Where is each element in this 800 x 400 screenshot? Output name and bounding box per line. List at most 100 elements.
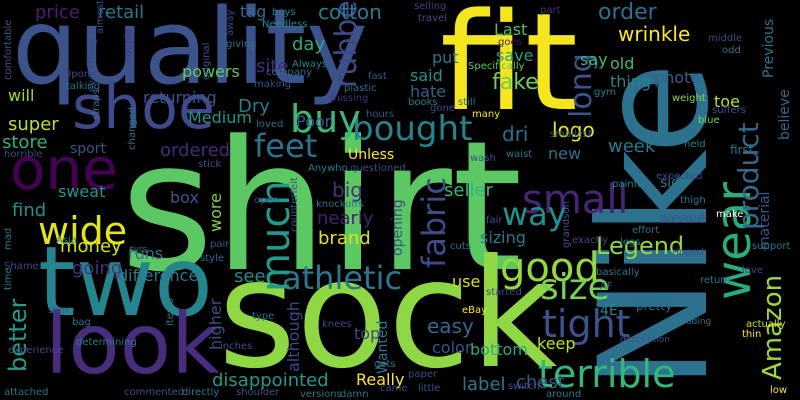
word-open: open	[254, 195, 279, 206]
word-suffers: suffers	[712, 105, 746, 116]
word-returning: returning	[143, 88, 217, 107]
word-cuts: cuts	[450, 241, 471, 252]
word-bottom: bottom	[470, 340, 528, 359]
word-started: started	[486, 287, 522, 298]
word-top: top	[354, 324, 381, 343]
word-damn: damn	[340, 389, 369, 400]
word-sweat: sweat	[58, 182, 106, 201]
word-hours: hours	[366, 109, 395, 120]
word-smallest: smallest	[550, 129, 592, 140]
word-fast: fast	[368, 71, 387, 82]
word-came: came	[380, 383, 408, 394]
word-af: AF	[600, 281, 613, 292]
word-knees: knees	[322, 319, 352, 330]
word-travel: travel	[418, 13, 448, 24]
word-expected: expected	[656, 171, 703, 182]
word-legs: legs	[620, 237, 641, 248]
word-support: support	[752, 241, 791, 252]
word-bag: bag	[72, 317, 91, 328]
word-fair: fair	[486, 215, 503, 226]
word-photo: photo	[654, 68, 701, 87]
word-experience: experience	[8, 345, 64, 356]
word-couple: couple	[123, 28, 134, 62]
word-inches: inches	[220, 341, 253, 352]
word-side: side	[660, 175, 689, 191]
word-nearly: nearly	[317, 208, 374, 229]
word-always: Always	[292, 59, 328, 70]
word-keep: keep	[537, 334, 576, 353]
word-mad: mad	[3, 227, 14, 250]
word-anywho: Anywho	[308, 163, 348, 174]
word-wrinkle: wrinkle	[618, 22, 691, 46]
word-love: love	[742, 265, 763, 276]
word-horrible: horrible	[4, 149, 43, 160]
word-quality: quality	[12, 0, 368, 108]
word-really: Really	[356, 370, 405, 389]
word-color: color	[432, 338, 472, 357]
word-still: still	[458, 97, 476, 108]
word-plastic: plastic	[344, 83, 377, 94]
word-exactly: exactly	[572, 235, 609, 246]
word-save: save	[496, 46, 534, 65]
word-attached: attached	[4, 387, 49, 398]
word-shoulder: shoulder	[236, 387, 280, 398]
word-new: new	[548, 144, 582, 163]
word-fake: fake	[492, 70, 539, 95]
word-specifically: Specifically	[468, 61, 525, 72]
word-last: Last	[494, 20, 528, 39]
word-first: first	[730, 143, 754, 157]
word-questioned: questioned	[350, 163, 406, 174]
word-previous: Previous	[761, 18, 777, 78]
word-box: box	[170, 188, 199, 207]
word-sock: sock	[218, 228, 558, 400]
word-thin: thin	[742, 329, 762, 340]
word-pretty: pretty	[636, 299, 673, 313]
word-away: away	[225, 9, 236, 36]
word-price: price	[35, 2, 80, 23]
word-comfortable: comfortable	[3, 19, 14, 80]
word-4e: 4E	[600, 303, 618, 319]
word-store: store	[2, 132, 48, 153]
word-shirt: shirt	[120, 103, 523, 312]
word-middle: middle	[708, 33, 743, 44]
word-original: original	[201, 42, 212, 80]
word-wore: wore	[206, 193, 225, 232]
word-gym: gym	[594, 87, 617, 98]
word-little: little	[418, 383, 441, 394]
word-giving: giving	[226, 39, 257, 50]
word-gets: gets	[374, 359, 396, 370]
word-paper: paper	[408, 369, 438, 380]
word-difference: difference	[118, 266, 199, 285]
word-weight: weight	[672, 93, 706, 104]
word-books: books	[408, 97, 438, 108]
word-upon: Upon	[64, 69, 91, 80]
word-believe: believe	[777, 89, 793, 140]
word-shame: Shame	[4, 261, 39, 272]
word-good: good	[500, 245, 600, 291]
word-straps: straps	[91, 89, 102, 120]
word-chest: chest	[516, 372, 565, 393]
word-wash: wash	[470, 153, 496, 164]
word-basically: basically	[596, 267, 640, 278]
word-money: money	[60, 236, 122, 257]
word-easy: easy	[427, 314, 474, 338]
word-boys: boys	[272, 7, 296, 18]
word-knockoffs: knockoffs	[316, 199, 364, 210]
word-waist: waist	[506, 149, 533, 160]
word-disappointed: disappointed	[212, 370, 329, 391]
word-day: day	[292, 34, 326, 55]
word-say: say	[580, 50, 608, 69]
word-ebay: eBay	[462, 305, 488, 316]
word-super: super	[8, 114, 59, 135]
word-shoe: shoe	[72, 73, 215, 143]
word-brand: brand	[318, 228, 371, 249]
word-held: held	[684, 139, 706, 150]
word-poor: Poor	[296, 112, 332, 131]
word-needless: Needless	[262, 19, 308, 30]
word-many: many	[472, 109, 501, 120]
word-medium: Medium	[188, 108, 252, 127]
word-making: making	[254, 79, 292, 90]
word-determining: determining	[76, 337, 137, 348]
word-loved: loved	[256, 119, 284, 130]
